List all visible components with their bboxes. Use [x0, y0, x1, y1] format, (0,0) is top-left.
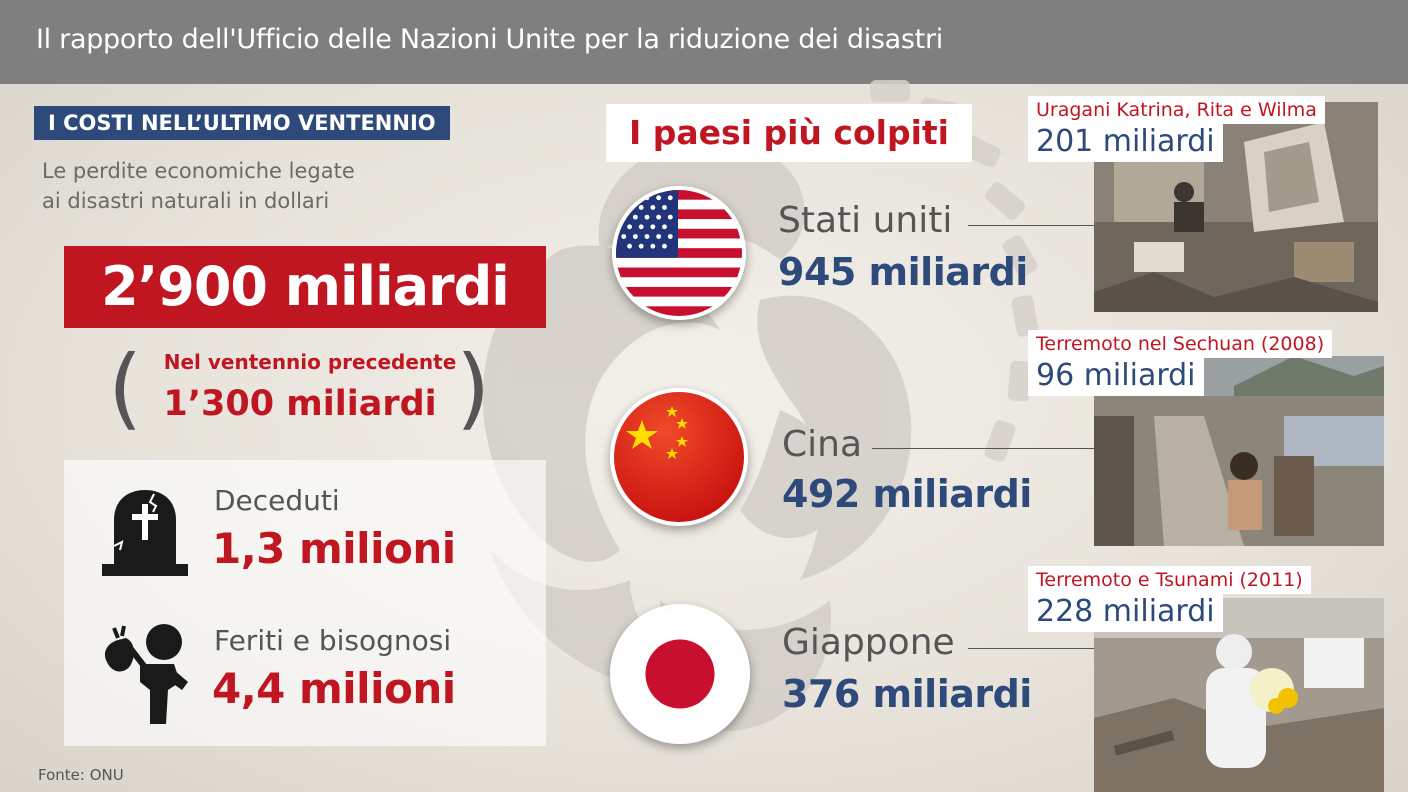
- wounded-label: Feriti e bisognosi: [214, 624, 452, 657]
- subtitle: Le perdite economiche legate ai disastri…: [42, 156, 442, 216]
- countries-title: I paesi più colpiti: [606, 104, 972, 162]
- hurricane-photo: [1094, 102, 1378, 312]
- header-bar: [0, 0, 1408, 84]
- event-label-tsunami: Terremoto e Tsunami (2011): [1028, 566, 1311, 594]
- total-cost-box: 2’900 miliardi: [64, 246, 546, 328]
- country-value-china: 492 miliardi: [782, 472, 1032, 516]
- country-value-japan: 376 miliardi: [782, 672, 1032, 716]
- event-value-sichuan: 96 miliardi: [1028, 356, 1204, 396]
- leader-line: [872, 448, 1094, 449]
- deaths-value: 1,3 milioni: [212, 524, 456, 573]
- previous-period-label: Nel ventennio precedente: [163, 350, 457, 374]
- leader-line: [968, 225, 1094, 226]
- china-flag-icon: [610, 388, 748, 526]
- section-label: I COSTI NELL’ULTIMO VENTENNIO: [34, 106, 450, 140]
- event-label-hurricanes: Uragani Katrina, Rita e Wilma: [1028, 96, 1325, 124]
- source-note: Fonte: ONU: [38, 766, 124, 784]
- wounded-person-icon: [104, 624, 188, 724]
- subtitle-line: ai disastri naturali in dollari: [42, 189, 330, 213]
- tombstone-icon: [102, 490, 188, 576]
- wounded-value: 4,4 milioni: [212, 664, 456, 713]
- usa-flag-icon: [612, 186, 746, 320]
- deaths-label: Deceduti: [214, 484, 340, 517]
- country-name-japan: Giappone: [782, 622, 955, 663]
- leader-line: [968, 648, 1094, 649]
- japan-flag-icon: [610, 604, 750, 744]
- event-label-sichuan: Terremoto nel Sechuan (2008): [1028, 330, 1333, 358]
- subtitle-line: Le perdite economiche legate: [42, 159, 355, 183]
- open-parenthesis: (: [108, 336, 143, 439]
- close-parenthesis: ): [456, 336, 491, 439]
- country-name-usa: Stati uniti: [778, 200, 953, 241]
- previous-period-value: 1’300 miliardi: [163, 384, 437, 424]
- country-name-china: Cina: [782, 424, 863, 465]
- page-title: Il rapporto dell'Ufficio delle Nazioni U…: [36, 24, 943, 55]
- event-value-hurricanes: 201 miliardi: [1028, 122, 1223, 162]
- event-value-tsunami: 228 miliardi: [1028, 592, 1223, 632]
- country-value-usa: 945 miliardi: [778, 250, 1028, 294]
